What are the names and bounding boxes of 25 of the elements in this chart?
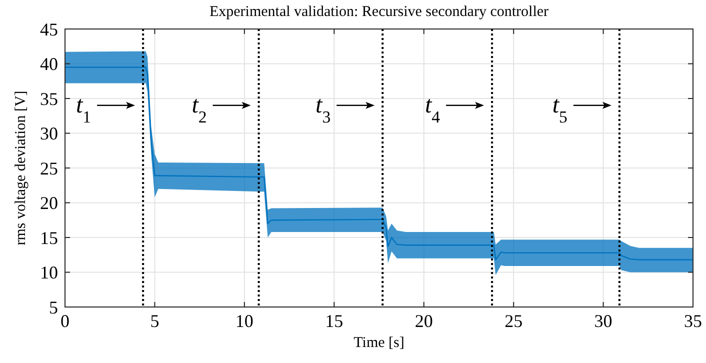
ref-line-label: t$_{4}$ — [424, 92, 441, 126]
x-tick-label: 15 — [325, 311, 344, 331]
y-tick-label: 25 — [40, 158, 58, 178]
x-axis-title: Time [s] — [354, 335, 404, 351]
y-tick-label: 40 — [40, 54, 58, 74]
y-axis-title: rms voltage deviation [V] — [13, 90, 29, 246]
y-tick-label: 20 — [40, 193, 58, 214]
x-tick-label: 20 — [414, 311, 433, 331]
y-tick-label: 10 — [40, 262, 58, 283]
x-tick-label: 25 — [504, 311, 523, 331]
x-tick-label: 10 — [235, 311, 254, 331]
y-tick-label: 15 — [40, 228, 58, 248]
x-tick-label: 35 — [684, 311, 702, 331]
y-tick-label: 30 — [40, 124, 58, 144]
y-tick-label: 5 — [49, 297, 58, 318]
ref-line-label: t$_{2}$ — [192, 92, 207, 126]
ref-line-label: t$_{1}$ — [76, 92, 92, 126]
ref-line-label: t$_{5}$ — [552, 92, 568, 126]
chart-title: Experimental validation: Recursive secondary controller — [209, 4, 549, 20]
y-tick-label: 45 — [40, 19, 58, 40]
x-tick-label: 5 — [150, 311, 160, 331]
y-tick-label: 35 — [40, 88, 58, 109]
x-tick-label: 0 — [60, 311, 70, 331]
ref-line-label: t$_{3}$ — [316, 92, 331, 126]
x-tick-label: 30 — [594, 311, 612, 331]
